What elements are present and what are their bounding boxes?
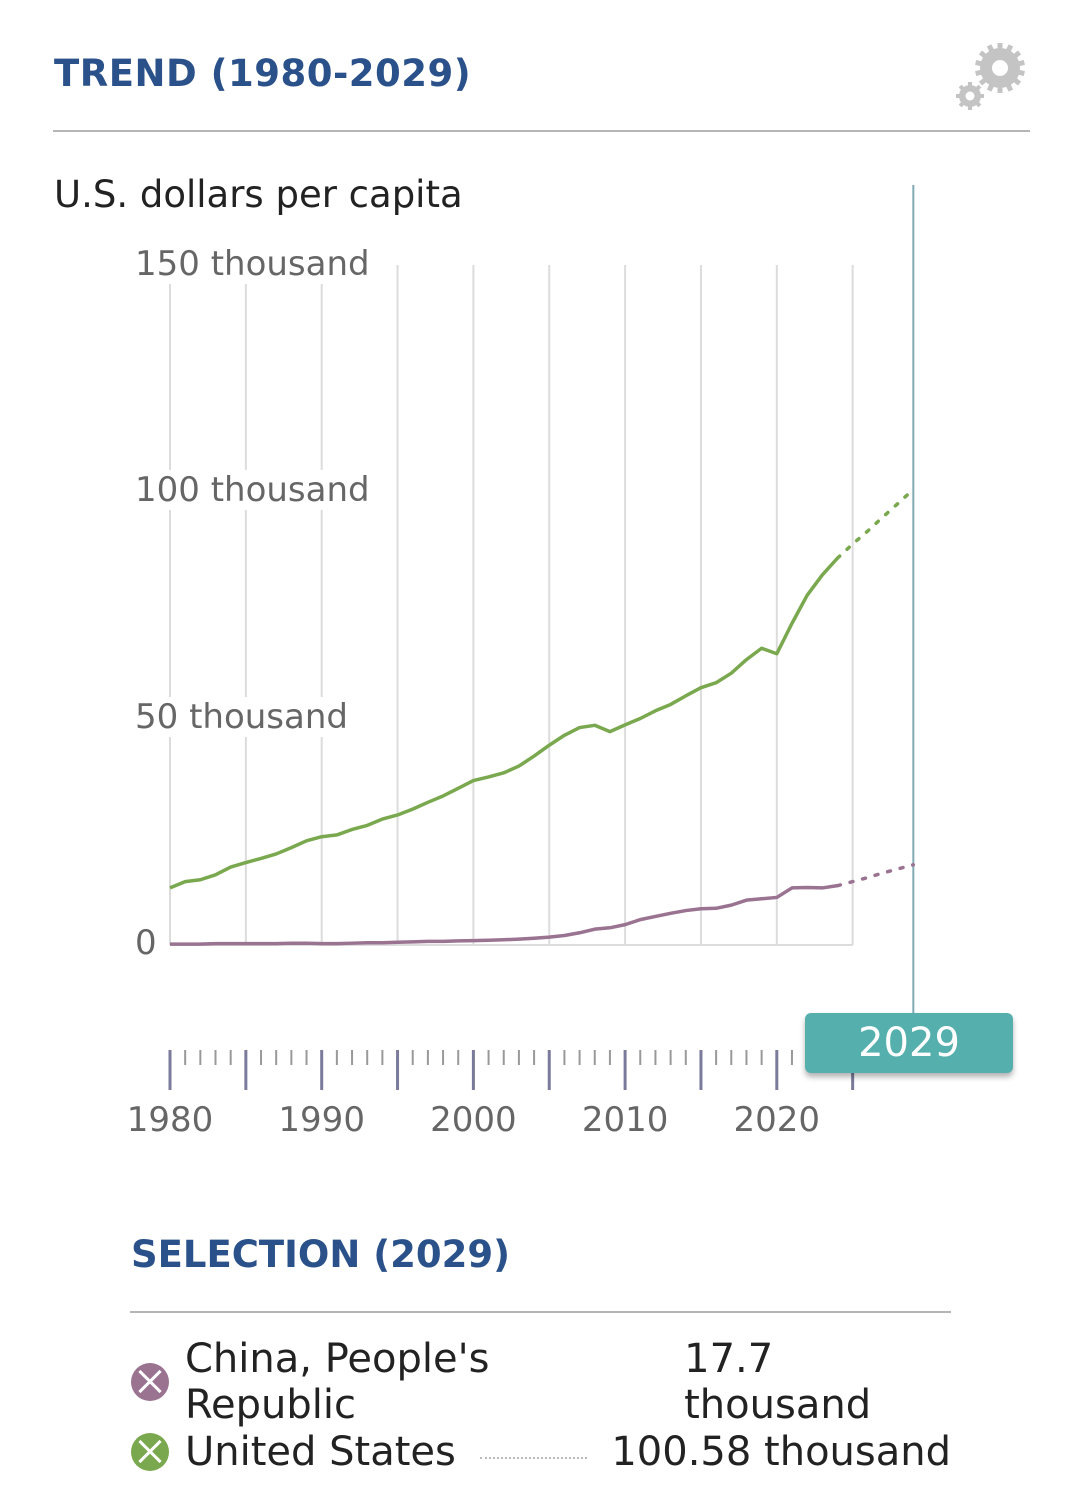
selection-title: SELECTION (2029) [131,1233,511,1276]
x-tick-label: 1980 [126,1100,214,1140]
legend-item-united-states[interactable]: United States 100.58 thousand [131,1427,951,1477]
y-tick-label: 150 thousand [135,243,374,284]
x-tick-label: 1990 [278,1100,365,1140]
x-tick-label: 2010 [581,1100,669,1140]
y-tick-label: 50 thousand [135,696,352,737]
legend-name: United States [185,1429,456,1475]
series-line-china-people-s-republic [170,883,838,946]
y-tick-label: 100 thousand [135,470,374,510]
series-line-united-states [169,556,839,890]
x-tick-label: 2020 [733,1100,821,1140]
y-axis-label: U.S. dollars per capita [54,173,463,216]
x-tick-label: 2000 [430,1100,517,1140]
trend-chart [168,185,916,1090]
legend-name: China, People's Republic [185,1336,490,1428]
dotted-leader [479,1457,588,1459]
trend-title: TREND (1980-2029) [54,52,472,95]
forecast-line-china-people-s-republic [835,863,916,888]
y-tick-label: 0 [135,923,161,963]
legend-value: 17.7 thousand [684,1336,872,1428]
remove-x-icon[interactable] [131,1363,169,1401]
divider [130,1311,951,1313]
forecast-line-united-states [835,487,916,560]
legend-value: 100.58 thousand [611,1429,951,1475]
gears-icon[interactable] [950,40,1030,119]
legend-item-china[interactable]: China, People's Republic 17.7 thousand [131,1336,951,1428]
year-slider-handle[interactable]: 2029 [805,1013,1013,1073]
divider [53,130,1030,132]
remove-x-icon[interactable] [131,1433,169,1471]
